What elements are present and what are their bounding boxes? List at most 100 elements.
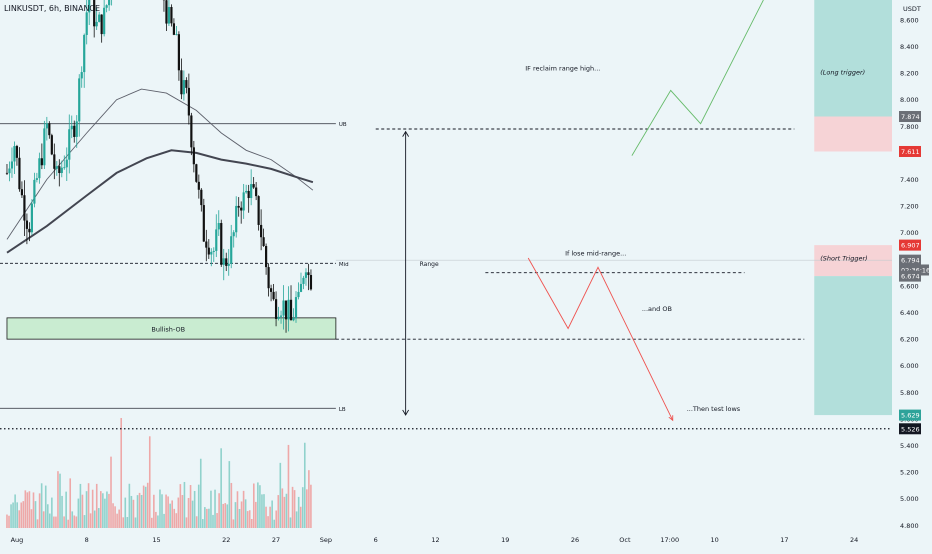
volume-bar <box>216 513 218 528</box>
volume-bar <box>55 517 57 528</box>
volume-bar <box>124 498 126 528</box>
volume-bar <box>282 488 284 528</box>
candle-body <box>267 267 269 288</box>
volume-bar <box>267 516 269 528</box>
candle-body <box>295 297 297 318</box>
candle-body <box>230 236 232 264</box>
volume-bar <box>196 516 198 528</box>
volume-bar <box>86 491 88 528</box>
volume-bar <box>110 457 112 528</box>
volume-bar <box>78 499 80 528</box>
volume-bar <box>139 493 141 528</box>
volume-bar <box>186 517 188 528</box>
volume-bar <box>10 504 12 528</box>
volume-bar <box>127 517 129 528</box>
candle-body <box>297 292 299 297</box>
candle-body <box>292 318 294 320</box>
candle-body <box>248 191 250 198</box>
candle-body <box>28 229 30 232</box>
volume-bar <box>269 507 271 528</box>
volume-bar <box>302 487 304 528</box>
time-tick-label: 27 <box>272 536 280 544</box>
volume-bar <box>133 500 135 528</box>
time-tick-label: 15 <box>152 536 160 544</box>
volume-bar <box>88 483 90 528</box>
volume-bar <box>226 504 228 528</box>
volume-bar <box>180 484 182 528</box>
price-tick-label: 6.000 <box>900 362 919 370</box>
candle-body <box>43 128 45 165</box>
candle-body <box>86 12 88 35</box>
candle-body <box>11 161 13 168</box>
candle-body <box>108 0 110 5</box>
time-tick-label: Sep <box>320 536 332 544</box>
price-tick-label: 6.600 <box>900 282 919 290</box>
candle-body <box>41 158 43 165</box>
volume-bar <box>118 510 120 528</box>
volume-bar <box>249 510 251 528</box>
volume-bar <box>280 463 282 528</box>
volume-bar <box>214 490 216 528</box>
candle-body <box>188 88 190 116</box>
price-tick-label: 7.400 <box>900 176 919 184</box>
candle-body <box>277 317 279 319</box>
volume-bar <box>265 507 267 528</box>
volume-bar <box>261 494 263 528</box>
candle-body <box>58 166 60 173</box>
candle-body <box>36 178 38 180</box>
candle-body <box>193 147 195 164</box>
volume-bar <box>155 512 157 528</box>
volume-bar <box>245 499 247 528</box>
volume-bar <box>45 486 47 528</box>
candle-body <box>275 299 277 319</box>
volume-bar <box>84 515 86 528</box>
volume-bar <box>210 491 212 528</box>
candle-body <box>205 242 207 248</box>
candle-body <box>68 129 70 159</box>
volume-bar <box>277 495 279 528</box>
candle-body <box>185 80 187 88</box>
volume-bar <box>178 498 180 528</box>
volume-bar <box>290 517 292 528</box>
volume-bar <box>173 509 175 528</box>
candle-body <box>300 284 302 292</box>
volume-bar <box>308 470 310 528</box>
volume-bar <box>222 504 224 528</box>
volume-bar <box>98 508 100 528</box>
candle-body <box>255 188 257 197</box>
candle-body <box>258 196 260 225</box>
annotation-text: ...Then test lows <box>687 405 741 413</box>
volume-bar <box>59 474 61 528</box>
time-tick-label: 19 <box>501 536 509 544</box>
candle-body <box>243 192 245 210</box>
volume-bar <box>29 491 31 528</box>
volume-bar <box>145 487 147 528</box>
volume-bar <box>298 497 300 528</box>
volume-bar <box>67 520 69 528</box>
volume-bar <box>235 502 237 528</box>
price-tick-label: 5.400 <box>900 442 919 450</box>
candle-body <box>6 173 8 174</box>
annotation-text: ...and OB <box>642 305 672 313</box>
candle-body <box>51 135 53 154</box>
volume-bar <box>8 516 10 528</box>
candle-body <box>33 180 35 204</box>
candle-body <box>285 301 287 320</box>
candle-body <box>31 204 33 233</box>
candle-body <box>183 80 185 94</box>
moving-averages <box>7 89 313 253</box>
volume-bar <box>184 482 186 528</box>
volume-bar <box>141 495 143 528</box>
volume-bar <box>259 485 261 528</box>
candle-body <box>83 35 85 72</box>
price-badge-text: 7.611 <box>901 148 920 156</box>
volume-bar <box>49 514 51 528</box>
volume-bar <box>143 486 145 528</box>
candle-body <box>240 208 242 211</box>
volume-bar <box>57 471 59 528</box>
dashed-lines: Range <box>336 129 804 415</box>
price-tick-label: 8.200 <box>900 70 919 78</box>
candle-body <box>178 34 180 70</box>
